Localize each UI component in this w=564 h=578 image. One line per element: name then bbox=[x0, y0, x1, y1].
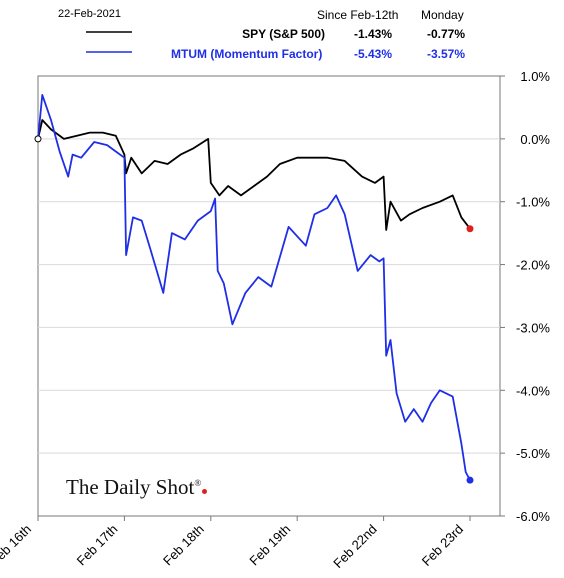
header-col-since: Since Feb-12th bbox=[317, 8, 399, 22]
legend-label-mtum: MTUM (Momentum Factor) bbox=[171, 47, 323, 61]
y-tick-label: -5.0% bbox=[516, 446, 550, 461]
y-axis-ticks: 1.0% 0.0% -1.0% -2.0% -3.0% -4.0% -5.0% -6.0% bbox=[500, 69, 550, 524]
watermark-logo: The Daily Shot® bbox=[66, 475, 208, 500]
legend-swatch-spy bbox=[86, 31, 132, 33]
x-tick-label: Feb 17th bbox=[74, 522, 121, 569]
spy-since-value: -1.43% bbox=[353, 27, 392, 41]
y-tick-label: -6.0% bbox=[516, 509, 550, 524]
watermark-registered: ® bbox=[194, 478, 202, 488]
legend-swatch-mtum bbox=[86, 51, 132, 53]
series-end-marker-0 bbox=[466, 225, 474, 233]
series-line-0 bbox=[37, 119, 471, 231]
watermark-text: The Daily Shot bbox=[66, 475, 195, 499]
x-tick-label: Feb 19th bbox=[246, 522, 293, 569]
y-tick-label: -3.0% bbox=[516, 320, 550, 335]
spy-monday-value: -0.77% bbox=[426, 27, 465, 41]
header-col-monday: Monday bbox=[421, 8, 464, 22]
watermark-dot bbox=[202, 489, 208, 494]
x-tick-label: Feb 18th bbox=[160, 522, 207, 569]
y-tick-label: -4.0% bbox=[516, 383, 550, 398]
mtum-monday-value: -3.57% bbox=[426, 47, 465, 61]
y-tick-label: -1.0% bbox=[516, 195, 550, 210]
y-tick-label: 0.0% bbox=[520, 132, 550, 147]
x-tick-label: Feb 16th bbox=[0, 522, 34, 569]
header-date: 22-Feb-2021 bbox=[58, 8, 121, 20]
x-axis-ticks: Feb 16th Feb 17th Feb 18th Feb 19th Feb 22nd… bbox=[0, 516, 471, 571]
x-tick-label: Feb 22nd bbox=[330, 522, 379, 571]
gridlines bbox=[38, 138, 500, 454]
plot-frame bbox=[37, 75, 501, 517]
origin-marker bbox=[34, 135, 42, 143]
series-line-1 bbox=[37, 94, 471, 481]
y-tick-label: -2.0% bbox=[516, 258, 550, 273]
x-tick-label: Feb 23rd bbox=[419, 522, 466, 569]
y-tick-label: 1.0% bbox=[520, 69, 550, 84]
mtum-since-value: -5.43% bbox=[353, 47, 392, 61]
series-lines bbox=[34, 94, 474, 484]
legend-label-spy: SPY (S&P 500) bbox=[242, 27, 325, 41]
series-end-marker-1 bbox=[466, 476, 474, 484]
